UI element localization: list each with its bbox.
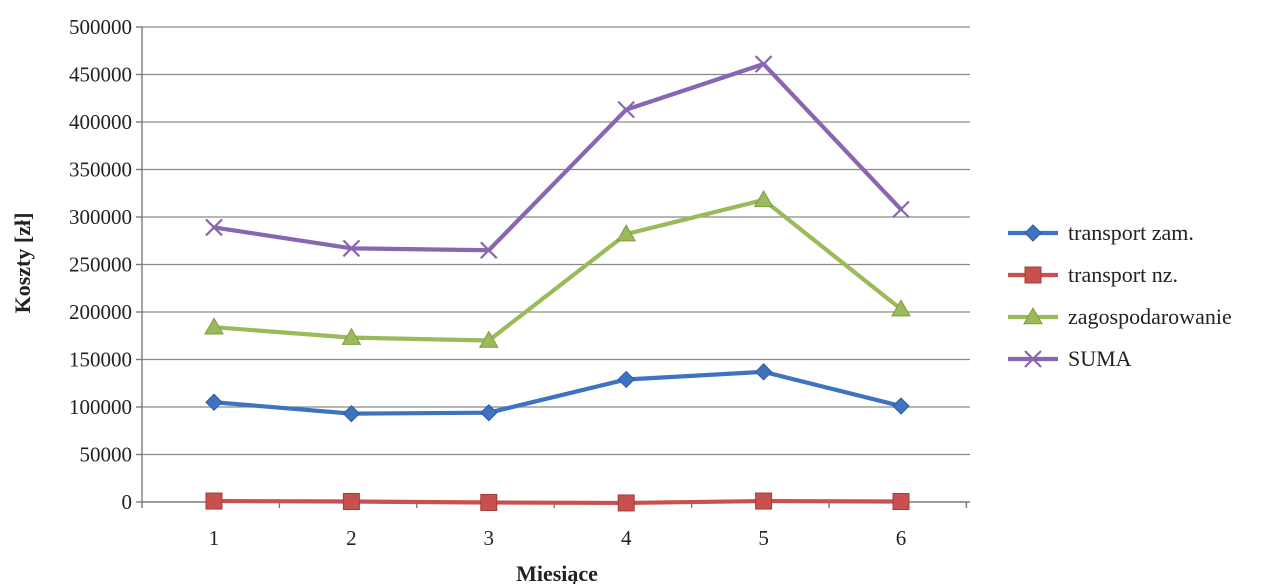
x-marker-stroke — [205, 218, 223, 237]
legend-label: transport zam. — [1068, 220, 1194, 245]
data-point — [205, 393, 223, 411]
series-zagospodarowanie — [204, 189, 911, 348]
data-point — [892, 200, 910, 219]
y-tick-label: 100000 — [69, 395, 132, 419]
y-tick-label: 500000 — [69, 15, 132, 39]
x-tick-label: 3 — [484, 526, 495, 550]
data-point — [616, 224, 637, 242]
y-tick-label: 50000 — [80, 443, 133, 467]
series-suma — [205, 55, 910, 260]
x-tick-label: 1 — [209, 526, 220, 550]
data-point — [342, 239, 361, 258]
y-tick-label: 0 — [122, 490, 133, 514]
data-point — [478, 330, 499, 348]
data-point — [892, 397, 910, 415]
legend-label: zagospodarowanie — [1068, 304, 1232, 329]
legend-swatch-marker — [1024, 350, 1042, 368]
x-marker-stroke — [480, 241, 498, 260]
legend-swatch-marker — [1024, 224, 1042, 242]
series-transport-nz — [205, 492, 910, 512]
data-point — [342, 404, 361, 423]
data-point — [342, 493, 360, 511]
x-marker-stroke — [754, 55, 773, 73]
x-tick-label: 5 — [758, 526, 769, 550]
data-point — [617, 370, 635, 389]
x-tick-label: 2 — [346, 526, 357, 550]
y-tick-label: 350000 — [69, 158, 132, 182]
legend-item: zagospodarowanie — [1008, 304, 1232, 329]
legend-label: transport nz. — [1068, 262, 1178, 287]
y-tick-label: 200000 — [69, 300, 132, 324]
x-marker-stroke — [1024, 350, 1042, 368]
x-marker-stroke — [342, 239, 361, 258]
data-point — [753, 189, 774, 208]
legend-label: SUMA — [1068, 346, 1132, 371]
data-point — [617, 100, 635, 119]
series-line — [211, 369, 904, 416]
y-tick-label: 400000 — [69, 110, 132, 134]
series-line — [211, 61, 904, 253]
legend-item: SUMA — [1008, 346, 1132, 371]
data-point — [341, 327, 362, 345]
x-marker-stroke — [617, 100, 635, 119]
legend-swatch-marker — [1024, 266, 1042, 284]
data-point — [205, 218, 223, 237]
x-axis-title: Miesiące — [516, 561, 598, 584]
data-point — [755, 492, 773, 510]
y-tick-label: 150000 — [69, 348, 132, 372]
data-point — [617, 494, 635, 512]
data-point — [480, 403, 498, 422]
y-axis-title: Koszty [zł] — [10, 213, 35, 314]
x-marker-stroke — [892, 200, 910, 219]
legend-item: transport zam. — [1008, 220, 1194, 245]
data-point — [892, 493, 910, 511]
legend: transport zam. transport nz. zagospodarowa… — [1008, 220, 1232, 371]
x-tick-label: 6 — [896, 526, 907, 550]
series-layer — [204, 55, 911, 512]
data-point — [754, 363, 773, 381]
legend-swatch-marker — [1023, 306, 1043, 325]
y-tick-label: 450000 — [69, 63, 132, 87]
series-line — [211, 498, 904, 506]
data-point — [204, 317, 224, 335]
y-tick-label: 250000 — [69, 253, 132, 277]
data-point — [754, 55, 773, 73]
axes: 0500001000001500002000002500003000003500… — [69, 15, 970, 550]
y-tick-label: 300000 — [69, 205, 132, 229]
series-line — [211, 197, 904, 343]
data-point — [205, 492, 223, 510]
series-transport-zam — [205, 363, 910, 423]
data-point — [891, 299, 911, 317]
legend-item: transport nz. — [1008, 262, 1178, 287]
x-tick-label: 4 — [621, 526, 632, 550]
data-point — [480, 493, 498, 511]
data-point — [480, 241, 498, 260]
